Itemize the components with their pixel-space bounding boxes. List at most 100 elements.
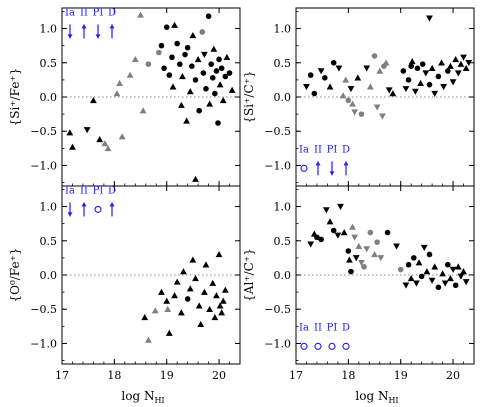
key-label-pi: PI [327, 144, 338, 155]
data-point [211, 314, 219, 321]
data-point [337, 203, 344, 210]
key-symbol-arrowhead [109, 202, 115, 207]
y-tick-label: 0.0 [40, 269, 58, 282]
key-symbol-arrowhead [67, 34, 73, 39]
data-point [212, 90, 218, 97]
data-point [452, 282, 459, 289]
data-point [326, 83, 334, 90]
data-point [376, 67, 384, 74]
data-point [408, 63, 414, 69]
data-point [164, 305, 172, 312]
data-point [352, 255, 360, 262]
data-point [169, 54, 175, 61]
data-point [218, 309, 226, 316]
y-tick-label: 1.0 [40, 201, 58, 214]
data-point [176, 61, 183, 67]
data-point [447, 62, 454, 69]
panel-si-fe: −1.0 −0.5 0.0 0.5 1.0 {Si⁺/Fe⁺} Ia II PI D [8, 7, 241, 187]
key-symbol-arrowhead [315, 161, 321, 166]
data-point [439, 270, 446, 277]
x-axis-label: log NHI [355, 389, 398, 405]
x-tick-label: 17 [289, 369, 303, 382]
y-tick-label: 0.0 [274, 269, 292, 282]
data-point [377, 255, 385, 262]
data-point [340, 229, 348, 236]
data-point [420, 244, 428, 252]
data-point [216, 302, 224, 309]
data-point [431, 90, 439, 97]
data-point [144, 336, 152, 343]
data-point [173, 278, 181, 285]
data-point [141, 314, 149, 321]
data-point [462, 279, 470, 286]
data-point [397, 266, 404, 273]
x-tick-label: 17 [55, 369, 69, 382]
data-point [322, 207, 330, 214]
key-symbol-circle [300, 164, 308, 172]
y-tick-label: 1.0 [274, 201, 292, 214]
data-point [182, 51, 188, 58]
data-point [449, 79, 457, 86]
data-point [428, 277, 436, 284]
key-label-d: D [108, 185, 116, 196]
data-point [426, 15, 433, 22]
key-label-ia: Ia [299, 322, 309, 333]
data-point [180, 268, 187, 275]
data-point [346, 256, 353, 263]
y-tick-label: 1.0 [40, 23, 58, 36]
y-tick-label: 0.5 [40, 235, 58, 248]
data-point [389, 90, 397, 97]
data-point [367, 229, 374, 236]
data-point [385, 87, 393, 94]
key-symbol-circle [314, 342, 322, 350]
data-point [83, 127, 91, 134]
y-tick-label: −1.0 [264, 337, 291, 350]
data-point [196, 107, 202, 114]
data-point [90, 97, 97, 104]
key-label-ii: II [314, 322, 322, 333]
data-point [223, 53, 231, 61]
data-point [221, 286, 229, 293]
y-axis-label: {Si⁺/C⁺} [242, 70, 256, 123]
data-point [184, 44, 191, 51]
data-point [335, 65, 343, 72]
data-point [206, 100, 214, 107]
x-tick-label: 18 [107, 369, 121, 382]
key-symbol-circle [342, 342, 350, 350]
key-label-d: D [342, 322, 350, 333]
y-tick-label: 1.0 [274, 23, 292, 36]
data-point [373, 104, 381, 111]
y-tick-label: −1.0 [30, 159, 57, 172]
y-tick-label: −0.5 [30, 125, 57, 138]
data-point [139, 107, 147, 114]
data-point [307, 241, 315, 248]
data-point [213, 68, 220, 74]
data-point [219, 97, 227, 104]
data-point [171, 292, 178, 299]
data-point [314, 234, 320, 241]
data-point [183, 117, 190, 124]
data-point [438, 59, 445, 66]
data-point [339, 92, 347, 99]
key-symbol-arrowhead [109, 24, 115, 29]
key-symbol-circle [328, 342, 336, 350]
data-point [189, 63, 195, 69]
data-point [457, 60, 465, 67]
data-point [418, 273, 425, 280]
data-point [186, 285, 194, 292]
x-tick-label: 20 [446, 369, 460, 382]
data-point [405, 77, 412, 83]
data-point [415, 259, 423, 266]
data-point [426, 251, 433, 258]
data-point [321, 75, 328, 81]
data-point [126, 71, 134, 78]
data-point [166, 72, 173, 78]
panel-o-fe: 17 18 19 20 −1.0 −0.5 0.0 0.5 1.0 {O⁰/Fe⁺} Ia II PI D [8, 185, 241, 382]
data-point [210, 45, 218, 52]
y-tick-label: 0.5 [274, 235, 292, 248]
data-point [317, 68, 325, 75]
key-label-d: D [342, 144, 350, 155]
key-label-pi: PI [327, 322, 338, 333]
data-point [209, 75, 216, 81]
